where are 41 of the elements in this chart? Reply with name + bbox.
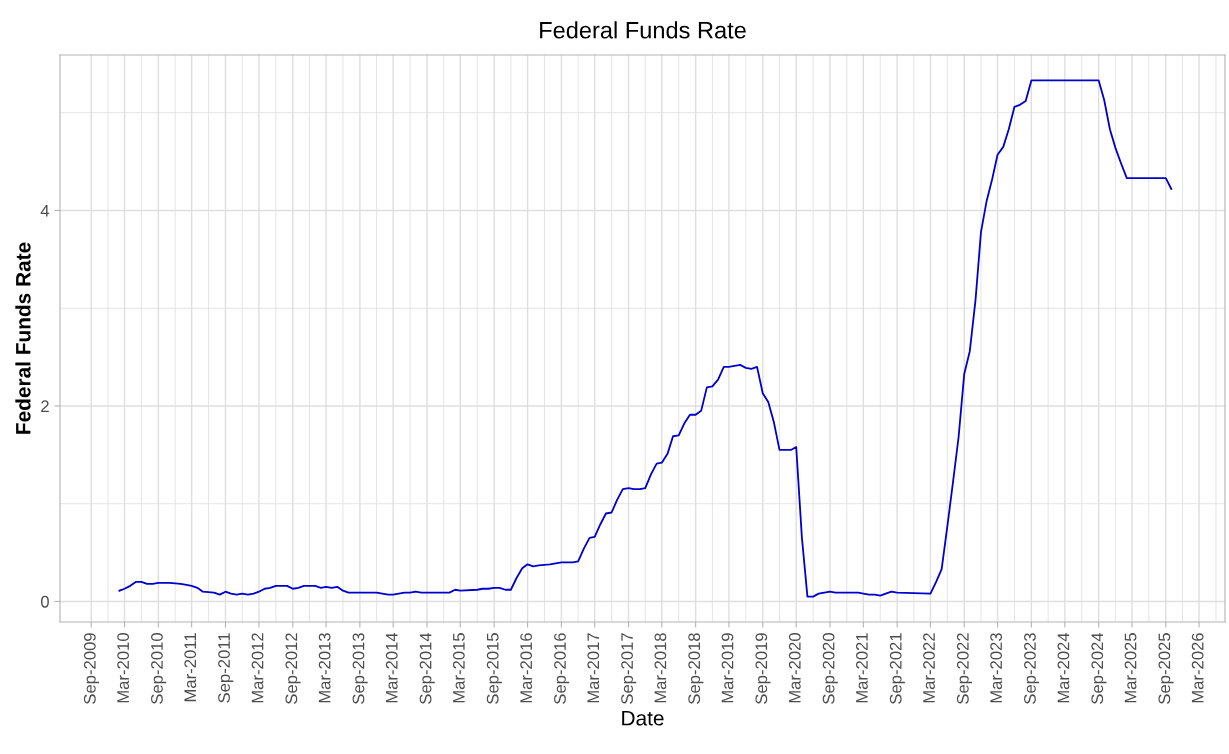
- x-tick-label: Sep-2016: [554, 633, 570, 704]
- y-axis-title: Federal Funds Rate: [15, 242, 31, 434]
- y-tick-label: 2: [41, 400, 49, 412]
- x-tick-label: Sep-2022: [956, 633, 973, 704]
- x-tick-label: Mar-2025: [1124, 633, 1137, 703]
- x-tick-label: Mar-2023: [990, 633, 1003, 703]
- x-tick-label: Mar-2014: [385, 632, 398, 703]
- x-tick-label: Sep-2019: [755, 633, 771, 704]
- x-tick-label: Sep-2010: [151, 633, 167, 704]
- x-tick-label: Mar-2013: [318, 633, 331, 703]
- line-series: [118, 79, 1173, 598]
- x-tick-label: Mar-2018: [654, 633, 667, 703]
- y-tick-label: 4: [40, 205, 50, 217]
- x-tick-label: Sep-2013: [352, 633, 368, 704]
- x-tick-label: Mar-2012: [251, 633, 264, 703]
- x-tick-label: Sep-2021: [889, 633, 905, 704]
- x-tick-label: Mar-2010: [117, 633, 130, 703]
- x-tick-label: Mar-2022: [923, 633, 935, 703]
- x-tick-label: Mar-2024: [1057, 632, 1070, 703]
- x-tick-label: Sep-2018: [688, 633, 704, 704]
- x-tick-label: Sep-2012: [285, 633, 301, 704]
- x-tick-label: Mar-2015: [452, 633, 465, 703]
- x-tick-label: Mar-2019: [721, 633, 734, 703]
- x-tick-label: Sep-2023: [1024, 633, 1040, 704]
- x-axis-title: Date: [622, 711, 664, 726]
- x-tick-label: Sep-2024: [1091, 632, 1107, 704]
- x-tick-label: Sep-2011: [218, 633, 234, 703]
- chart-title: Federal Funds Rate: [540, 21, 746, 39]
- x-tick-label: Sep-2015: [486, 633, 502, 704]
- x-tick-label: Sep-2020: [822, 633, 838, 704]
- x-tick-label: Mar-2021: [856, 633, 868, 703]
- x-tick-label: Mar-2026: [1191, 633, 1204, 703]
- x-tick-label: Sep-2017: [621, 633, 637, 704]
- x-tick-label: Sep-2014: [419, 632, 435, 704]
- x-tick-label: Mar-2020: [788, 633, 801, 703]
- x-tick-label: Mar-2016: [520, 633, 533, 703]
- x-tick-label: Mar-2011: [184, 633, 197, 702]
- x-tick-label: Sep-2025: [1158, 633, 1174, 704]
- x-tick-label: Mar-2017: [587, 633, 600, 703]
- y-tick-label: 0: [40, 595, 49, 608]
- x-tick-label: Sep-2009: [83, 633, 100, 704]
